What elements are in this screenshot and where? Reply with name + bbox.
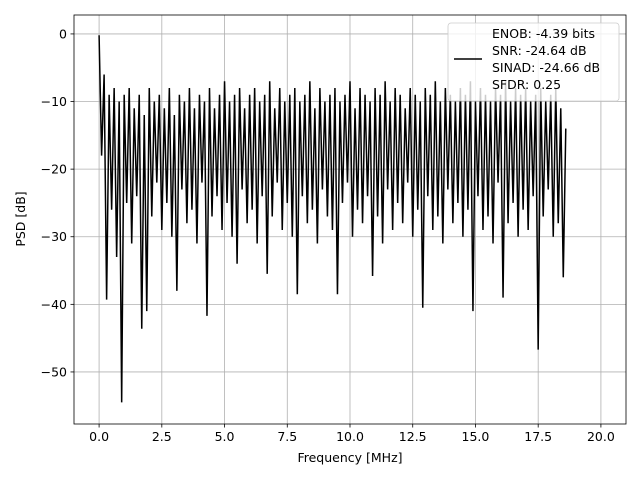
x-axis-ticks: 0.0 2.5 5.0 7.5 10.0 12.5 15.0 17.5 20.0 [89, 424, 615, 444]
x-tick-label: 5.0 [215, 429, 235, 444]
psd-series-line [98, 35, 567, 403]
legend-sinad: SINAD: -24.66 dB [492, 60, 600, 75]
x-tick-label: 0.0 [89, 429, 109, 444]
x-axis-label: Frequency [MHz] [297, 450, 402, 465]
y-tick-label: −30 [41, 229, 67, 244]
legend-box [447, 22, 620, 102]
y-tick-label: −20 [41, 162, 67, 177]
x-tick-label: 2.5 [152, 429, 172, 444]
y-tick-label: −40 [41, 297, 67, 312]
y-tick-label: −50 [41, 364, 67, 379]
legend-snr: SNR: -24.64 dB [492, 43, 587, 58]
y-tick-label: 0 [59, 26, 67, 41]
y-tick-label: −10 [41, 94, 67, 109]
x-tick-label: 17.5 [524, 429, 552, 444]
x-tick-label: 15.0 [462, 429, 490, 444]
legend-sfdr: SFDR: 0.25 [492, 77, 561, 92]
x-tick-label: 12.5 [399, 429, 427, 444]
x-tick-label: 10.0 [336, 429, 364, 444]
y-axis-label: PSD [dB] [13, 191, 28, 246]
x-tick-label: 20.0 [587, 429, 615, 444]
legend: ENOB: -4.39 bits SNR: -24.64 dB SINAD: -… [447, 22, 620, 102]
y-axis-ticks: 0 −10 −20 −30 −40 −50 [41, 26, 74, 379]
legend-enob: ENOB: -4.39 bits [492, 26, 595, 41]
x-tick-label: 7.5 [277, 429, 297, 444]
